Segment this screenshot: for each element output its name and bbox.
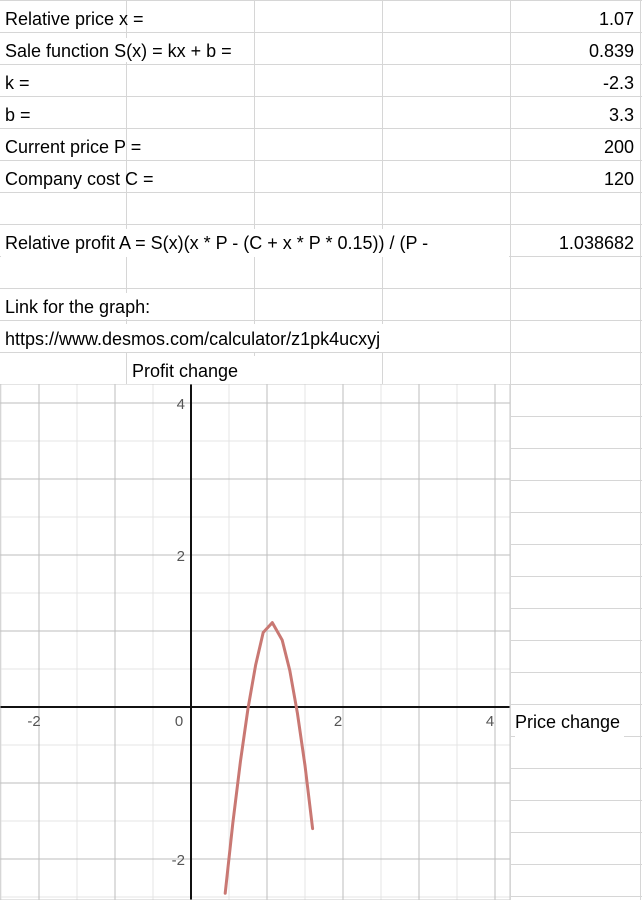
row-divider — [510, 448, 642, 449]
x-tick-label: 4 — [486, 713, 494, 730]
cell-label-relative-price[interactable]: Relative price x = — [5, 9, 144, 29]
row-divider — [510, 608, 642, 609]
graph-axes — [0, 384, 510, 900]
row-divider — [510, 800, 642, 801]
profit-curve — [223, 621, 315, 895]
row-divider — [510, 544, 642, 545]
row-divider — [0, 128, 642, 129]
cell-value-relative-price[interactable]: 1.07 — [598, 9, 634, 29]
row-divider — [510, 576, 642, 577]
row-divider — [510, 480, 642, 481]
row-divider — [510, 896, 642, 897]
row-divider — [510, 640, 642, 641]
x-tick-label: 0 — [175, 713, 183, 730]
y-tick-label: -2 — [172, 852, 185, 869]
y-tick-label: 2 — [177, 548, 185, 565]
x-axis-label: Price change — [515, 706, 625, 737]
cell-value-sale-function[interactable]: 0.839 — [588, 41, 634, 61]
cell-label-company-cost[interactable]: Company cost C = — [5, 169, 154, 189]
row-divider — [510, 416, 642, 417]
title-cell — [128, 356, 381, 384]
cell-value-company-cost[interactable]: 120 — [603, 169, 634, 189]
row-divider — [0, 32, 642, 33]
cell-value-relative-profit[interactable]: 1.038682 — [558, 233, 634, 253]
overflow-mask — [1, 324, 509, 352]
row-divider — [510, 768, 642, 769]
row-divider — [510, 864, 642, 865]
row-divider — [0, 96, 642, 97]
overflow-mask — [1, 293, 254, 319]
profit-change-graph[interactable]: -2 0 2 4 4 2 -2 — [0, 384, 510, 900]
y-tick-label: 4 — [177, 396, 185, 413]
row-divider — [0, 192, 642, 193]
cell-value-k[interactable]: -2.3 — [602, 73, 634, 93]
x-tick-label: -2 — [27, 713, 40, 730]
column-divider — [510, 0, 511, 900]
overflow-mask — [1, 229, 509, 257]
graph-background — [0, 384, 510, 900]
row-divider — [0, 160, 642, 161]
row-divider — [0, 352, 642, 353]
cell-value-current-price[interactable]: 200 — [603, 137, 634, 157]
column-divider — [640, 0, 641, 900]
cell-label-relative-profit[interactable]: Relative profit A = S(x)(x * P - (C + x … — [5, 233, 429, 253]
cell-link-url[interactable]: https://www.desmos.com/calculator/z1pk4u… — [5, 329, 381, 349]
row-divider — [0, 0, 642, 1]
graph-tick-labels: -2 0 2 4 4 2 -2 — [27, 396, 494, 869]
cell-label-current-price[interactable]: Current price P = — [5, 137, 142, 157]
row-divider — [510, 672, 642, 673]
row-divider — [510, 832, 642, 833]
row-divider — [0, 288, 642, 289]
cell-link-label[interactable]: Link for the graph: — [5, 297, 151, 317]
row-divider — [0, 64, 642, 65]
row-divider — [0, 224, 642, 225]
cell-label-sale-function[interactable]: Sale function S(x) = kx + b = — [5, 41, 232, 61]
row-divider — [510, 512, 642, 513]
x-tick-label: 2 — [334, 713, 342, 730]
row-divider — [510, 704, 642, 705]
graph-title: Profit change — [132, 361, 239, 381]
cell-label-k[interactable]: k = — [5, 73, 30, 93]
row-divider — [0, 320, 642, 321]
cell-value-b[interactable]: 3.3 — [608, 105, 634, 125]
overflow-mask — [1, 38, 254, 62]
cell-label-b[interactable]: b = — [5, 105, 31, 125]
